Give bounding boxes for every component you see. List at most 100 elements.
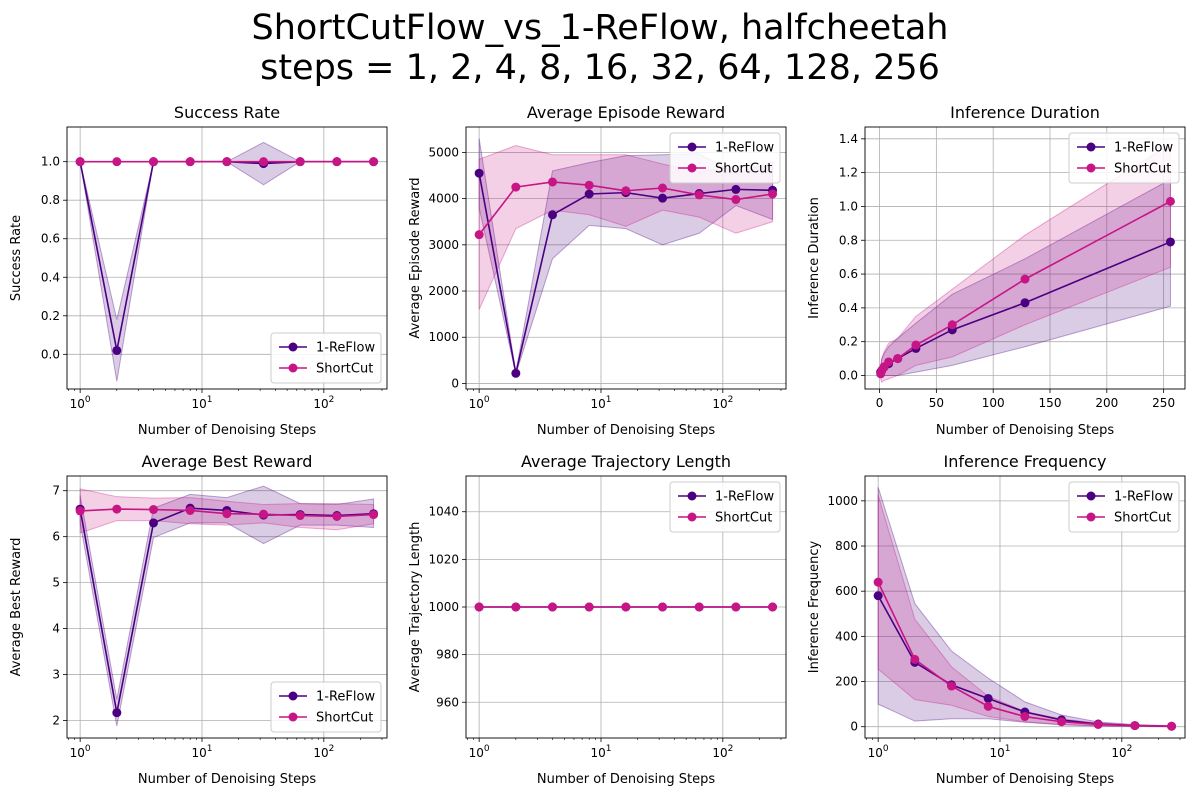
data-point <box>149 505 159 515</box>
data-point <box>511 182 521 192</box>
data-point <box>873 577 883 587</box>
x-axis-label: Number of Denoising Steps <box>138 772 316 787</box>
y-tick-label: 7 <box>52 484 60 498</box>
x-tick-label: 101 <box>191 744 212 760</box>
y-tick-label: 200 <box>835 675 858 689</box>
suptitle-line-1: ShortCutFlow_vs_1-ReFlow, halfcheetah <box>251 8 949 48</box>
y-axis-label: Success Rate <box>9 215 24 301</box>
y-tick-label: 0.8 <box>839 233 858 247</box>
y-tick-label: 1.2 <box>839 166 858 180</box>
subplot-5: 100 101 102 960 980 1000 1020 1040 Average Traje… <box>408 452 787 787</box>
data-point <box>474 168 484 178</box>
x-tick-label: 100 <box>70 744 91 760</box>
data-point <box>694 190 704 200</box>
data-point <box>1167 721 1177 731</box>
x-tick-label: 100 <box>70 395 91 411</box>
subplot-2: 100 101 102 0 1000 2000 3000 4000 5000 Average Ep… <box>408 103 787 438</box>
data-point <box>731 184 741 194</box>
x-tick-label: 100 <box>868 744 889 760</box>
data-layer <box>75 141 379 382</box>
data-point <box>1020 712 1030 722</box>
x-tick-label: 101 <box>590 395 611 411</box>
y-tick-label: 1.4 <box>839 132 858 146</box>
legend-marker <box>1086 512 1096 522</box>
legend: 1-ReFlow ShortCut <box>1068 132 1180 184</box>
y-axis-label: Average Episode Reward <box>408 177 423 338</box>
axes-frame <box>465 126 787 390</box>
data-point <box>1165 237 1175 247</box>
x-axis-label: Number of Denoising Steps <box>537 772 715 787</box>
legend-box <box>669 132 781 184</box>
x-axis-label: Number of Denoising Steps <box>537 423 715 438</box>
legend-label: ShortCut <box>316 711 373 726</box>
data-point <box>112 504 122 514</box>
axes-frame <box>66 126 388 390</box>
subplot-6: 100 101 102 0 200 400 600 800 1000 Inference Freq… <box>807 452 1186 787</box>
legend-marker <box>687 163 697 173</box>
data-point <box>474 602 484 612</box>
y-tick-label: 0.6 <box>839 267 858 281</box>
legend-box <box>270 332 382 384</box>
data-point <box>731 602 741 612</box>
data-point <box>983 693 993 703</box>
legend-label: ShortCut <box>316 362 373 377</box>
y-axis-label: Average Trajectory Length <box>408 522 423 693</box>
data-point <box>884 357 894 367</box>
legend-marker <box>288 691 298 701</box>
legend: 1-ReFlow ShortCut <box>1068 481 1180 533</box>
figure-suptitle: ShortCutFlow_vs_1-ReFlow, halfcheetah st… <box>0 8 1200 88</box>
axes-frame <box>864 475 1186 739</box>
data-layer <box>474 138 778 378</box>
data-point <box>1020 274 1030 284</box>
data-point <box>947 681 957 691</box>
y-tick-label: 1000 <box>428 330 459 344</box>
legend-marker <box>288 363 298 373</box>
legend-marker <box>1086 491 1096 501</box>
y-tick-label: 0.2 <box>839 335 858 349</box>
x-tick-label: 100 <box>469 744 490 760</box>
data-point <box>112 708 122 718</box>
y-tick-label: 0 <box>850 720 858 734</box>
y-tick-label: 5000 <box>428 145 459 159</box>
data-point <box>658 193 668 203</box>
x-axis-label: Number of Denoising Steps <box>936 423 1114 438</box>
data-point <box>112 157 122 167</box>
y-tick-label: 800 <box>835 539 858 553</box>
y-axis-label: Average Best Reward <box>9 538 24 677</box>
data-point <box>768 602 778 612</box>
data-point <box>185 505 195 515</box>
data-point <box>947 320 957 330</box>
x-tick-label: 102 <box>313 744 334 760</box>
data-point <box>511 368 521 378</box>
legend-box <box>669 481 781 533</box>
data-point <box>222 157 232 167</box>
y-tick-label: 1.0 <box>839 199 858 213</box>
subplot-title: Inference Duration <box>950 103 1100 122</box>
x-tick-label: 101 <box>590 744 611 760</box>
y-tick-label: 0.4 <box>839 301 858 315</box>
y-tick-label: 0.0 <box>839 368 858 382</box>
legend-box <box>1068 132 1180 184</box>
subplot-title: Success Rate <box>174 103 280 122</box>
legend: 1-ReFlow ShortCut <box>669 132 781 184</box>
x-tick-label: 100 <box>469 395 490 411</box>
data-point <box>548 602 558 612</box>
data-point <box>185 157 195 167</box>
legend-box <box>1068 481 1180 533</box>
legend-label: ShortCut <box>1114 511 1171 526</box>
y-tick-label: 5 <box>52 576 60 590</box>
data-point <box>369 510 379 520</box>
data-point <box>1020 298 1030 308</box>
legend-label: ShortCut <box>715 162 772 177</box>
y-tick-label: 1000 <box>827 494 858 508</box>
data-point <box>75 506 85 516</box>
y-axis-label: Inference Duration <box>807 197 822 319</box>
subplot-title: Average Episode Reward <box>527 103 725 122</box>
data-point <box>548 210 558 220</box>
data-point <box>911 340 921 350</box>
data-point <box>1057 717 1067 727</box>
y-tick-label: 3 <box>52 668 60 682</box>
y-tick-label: 400 <box>835 629 858 643</box>
legend-label: ShortCut <box>715 511 772 526</box>
